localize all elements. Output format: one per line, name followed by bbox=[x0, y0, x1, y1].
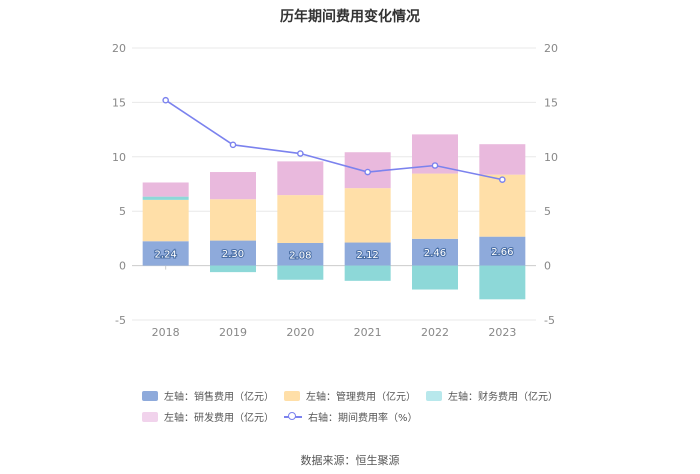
legend-swatch-rd bbox=[142, 411, 158, 422]
legend-item-admin[interactable]: 左轴：管理费用（亿元） bbox=[284, 388, 416, 403]
bar-segment bbox=[277, 161, 324, 196]
y-tick-label-right: 0 bbox=[544, 260, 551, 273]
x-tick-label: 2018 bbox=[152, 326, 180, 339]
bar-segment bbox=[142, 182, 189, 197]
bar-segment bbox=[479, 236, 526, 266]
expense-rate-point bbox=[229, 141, 237, 149]
y-tick-label-right: 15 bbox=[544, 96, 558, 109]
bar-data-label: 2.46 bbox=[424, 248, 446, 259]
expense-rate-point bbox=[162, 96, 169, 104]
x-tick-label: 2020 bbox=[286, 326, 314, 339]
bar-data-label: 2.66 bbox=[491, 247, 513, 258]
chart-title: 历年期间费用变化情况 bbox=[280, 9, 420, 25]
bar-segment bbox=[210, 240, 256, 266]
bar-segment bbox=[277, 242, 324, 266]
legend-item-rd[interactable]: 左轴：研发费用（亿元） bbox=[142, 409, 274, 424]
bar-segment bbox=[344, 188, 391, 243]
bar-data-label: 2.24 bbox=[155, 249, 177, 260]
y-tick-label-left: 15 bbox=[112, 96, 126, 109]
bar-data-label: 2.30 bbox=[222, 249, 244, 260]
bar-segment bbox=[344, 265, 391, 281]
bar-segment bbox=[277, 195, 324, 243]
bar-segment bbox=[479, 265, 526, 300]
bar-segment bbox=[479, 174, 526, 237]
y-tick-label-right: -5 bbox=[544, 314, 555, 327]
bar-segment bbox=[344, 242, 391, 266]
legend-swatch-sales bbox=[142, 390, 158, 401]
legend-item-finance[interactable]: 左轴：财务费用（亿元） bbox=[426, 388, 558, 403]
y-tick-label-left: -5 bbox=[115, 314, 126, 327]
expense-rate-point bbox=[364, 168, 371, 176]
data-source: 数据来源：恒生聚源 bbox=[300, 454, 400, 467]
y-tick-label-right: 5 bbox=[544, 205, 551, 218]
legend-line-marker-icon bbox=[284, 411, 302, 422]
x-tick-label: 2021 bbox=[354, 326, 382, 339]
bar-segment bbox=[277, 265, 324, 280]
legend-swatch-admin bbox=[284, 390, 300, 401]
y-tick-label-left: 20 bbox=[112, 42, 126, 55]
y-tick-label-left: 10 bbox=[112, 151, 126, 164]
bar-segment bbox=[412, 265, 458, 290]
legend-label-expense-rate: 右轴：期间费用率（%） bbox=[308, 413, 418, 424]
y-tick-label-right: 20 bbox=[544, 42, 558, 55]
expense-rate-point bbox=[297, 150, 304, 157]
x-tick-label: 2022 bbox=[421, 326, 449, 339]
bar-segment bbox=[412, 238, 458, 266]
legend-label-rd: 左轴：研发费用（亿元） bbox=[164, 413, 274, 424]
y-tick-label-right: 10 bbox=[544, 151, 558, 164]
bar-segment bbox=[479, 144, 526, 175]
bar-segment bbox=[210, 199, 256, 241]
legend-swatch-finance bbox=[426, 390, 442, 401]
legend-label-finance: 左轴：财务费用（亿元） bbox=[448, 392, 558, 403]
bar-segment bbox=[142, 199, 189, 242]
expense-rate-line bbox=[165, 99, 503, 181]
y-tick-label-left: 5 bbox=[119, 205, 126, 218]
expense-rate-point bbox=[499, 176, 506, 183]
bar-data-label: 2.08 bbox=[289, 250, 311, 261]
y-tick-label-left: 0 bbox=[119, 260, 126, 273]
bar-data-label: 2.12 bbox=[357, 250, 379, 261]
bar-segment bbox=[142, 241, 189, 266]
x-tick-label: 2023 bbox=[488, 326, 516, 339]
bar-segment bbox=[210, 265, 256, 273]
expense-rate-point bbox=[431, 162, 439, 169]
bar-segment bbox=[412, 173, 458, 239]
x-tick-label: 2019 bbox=[219, 326, 247, 339]
bar-segment bbox=[210, 172, 256, 200]
legend-label-sales: 左轴：销售费用（亿元） bbox=[164, 392, 274, 403]
legend-item-sales[interactable]: 左轴：销售费用（亿元） bbox=[142, 388, 274, 403]
bar-segment bbox=[142, 196, 189, 200]
legend-item-expense-rate[interactable]: 右轴：期间费用率（%） bbox=[284, 409, 418, 424]
legend-label-admin: 左轴：管理费用（亿元） bbox=[306, 392, 416, 403]
